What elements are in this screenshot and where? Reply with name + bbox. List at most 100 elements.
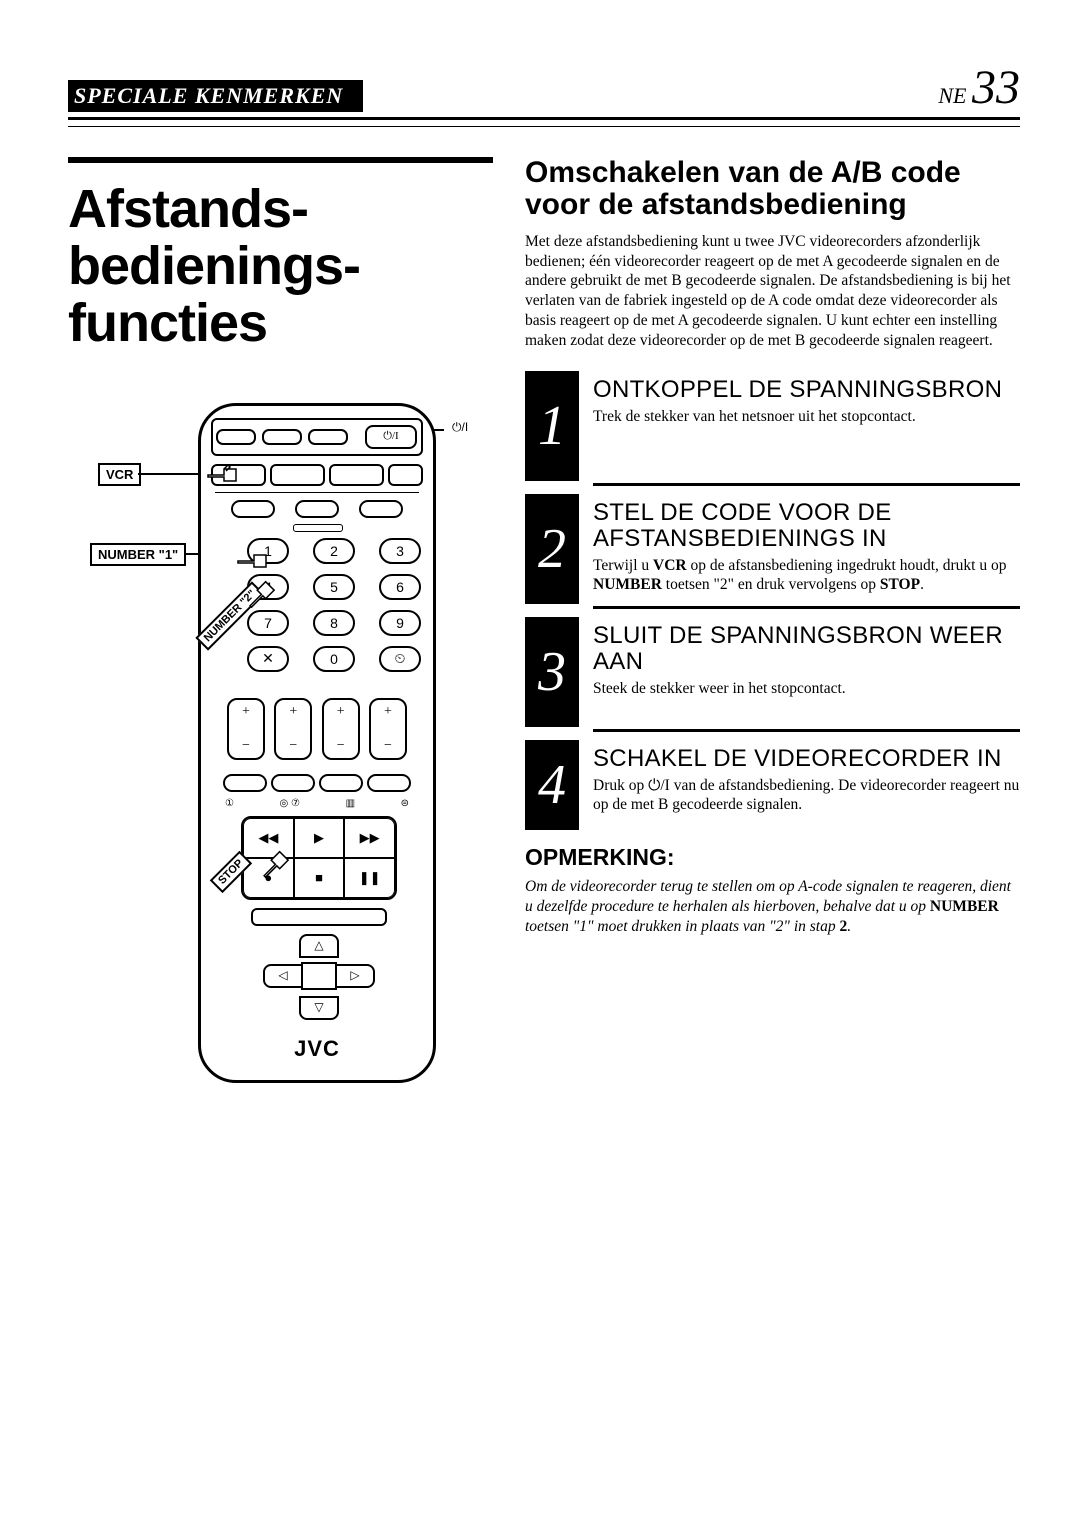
remote-keypad: 1 2 3 4 5 6 7 8 9 ✕ 0 ⏲	[247, 538, 427, 672]
remote-dpad: △ ◁ ▷ ▽	[263, 934, 375, 1020]
remote-rocker: +−	[322, 698, 360, 760]
step-title: SCHAKEL DE VIDEORECORDER IN	[593, 746, 1020, 772]
main-title: Afstands- bedienings- functies	[68, 181, 493, 353]
keypad-0: 0	[313, 646, 355, 672]
remote-button	[270, 464, 325, 486]
keypad-3: 3	[379, 538, 421, 564]
remote-oval-row	[221, 774, 413, 794]
marker: ◎ ⑦	[280, 798, 300, 809]
step-4: 4 SCHAKEL DE VIDEORECORDER IN Druk op ⏻/…	[525, 740, 1020, 830]
marker: ⊜	[401, 798, 409, 809]
t: op de afstansbediening ingedrukt houdt, …	[687, 557, 1007, 574]
callout-vcr: VCR	[98, 463, 141, 486]
page-prefix: NE	[938, 83, 966, 108]
main-title-line1: Afstands-	[68, 179, 308, 239]
plus-icon: +	[337, 704, 345, 720]
t-bold: VCR	[653, 557, 687, 574]
step-text: Trek de stekker van het netsnoer uit het…	[593, 407, 1020, 427]
hand-icon	[206, 461, 242, 485]
marker: ▥	[346, 798, 355, 809]
dpad-right: ▷	[335, 964, 375, 988]
plus-icon: +	[242, 704, 250, 720]
step-number: 2	[525, 494, 579, 604]
remote-rocker: +−	[227, 698, 265, 760]
minus-icon: −	[337, 738, 345, 754]
remote-long-bar	[251, 908, 387, 926]
step-title: ONTKOPPEL DE SPANNINGSBRON	[593, 377, 1020, 403]
remote-oval-button	[231, 500, 275, 518]
t-bold: NUMBER	[930, 898, 999, 915]
marker-row: ① ◎ ⑦ ▥ ⊜	[225, 798, 409, 809]
separator	[215, 492, 419, 493]
remote-oval-button	[367, 774, 411, 792]
remote-button	[329, 464, 384, 486]
note-heading: OPMERKING:	[525, 844, 1020, 871]
dpad-up: △	[299, 934, 339, 958]
step-title: SLUIT DE SPANNINGSBRON WEER AAN	[593, 623, 1020, 675]
page-number: NE 33	[938, 60, 1020, 115]
step-text: Steek de stekker weer in het stopcontact…	[593, 679, 1020, 699]
main-title-block: Afstands- bedienings- functies	[68, 157, 493, 353]
t: toetsen "2" en druk vervolgens op	[662, 576, 880, 593]
keypad-2: 2	[313, 538, 355, 564]
stop-button: ■	[294, 858, 345, 898]
keypad-8: 8	[313, 610, 355, 636]
remote-button	[388, 464, 423, 486]
remote-row2	[211, 464, 423, 486]
keypad-5: 5	[313, 574, 355, 600]
step-number: 3	[525, 617, 579, 727]
minus-icon: −	[242, 738, 250, 754]
minus-icon: −	[384, 738, 392, 754]
step-1: 1 ONTKOPPEL DE SPANNINGSBRON Trek de ste…	[525, 371, 1020, 481]
remote-oval-button	[319, 774, 363, 792]
pause-button: ❚❚	[344, 858, 395, 898]
step-2: 2 STEL DE CODE VOOR DE AFSTANSBEDIENINGS…	[525, 494, 1020, 604]
main-title-line3: functies	[68, 293, 267, 353]
dpad-left: ◁	[263, 964, 303, 988]
remote-oval-button	[295, 500, 339, 518]
remote-oval-button	[359, 500, 403, 518]
keypad-9: 9	[379, 610, 421, 636]
remote-brand: JVC	[201, 1036, 433, 1062]
step-rule	[593, 729, 1020, 732]
step-title: STEL DE CODE VOOR DE AFSTANSBEDIENINGS I…	[593, 500, 1020, 552]
play-button: ▶	[294, 818, 345, 858]
step-rule	[593, 606, 1020, 609]
remote-tiny-bar	[293, 524, 343, 532]
section-label: SPECIALE KENMERKEN	[68, 80, 363, 112]
header-rule	[68, 126, 1020, 127]
callout-power: ⏻/I	[446, 418, 474, 437]
t: Terwijl u	[593, 557, 653, 574]
note-text: Om de videorecorder terug te stellen om …	[525, 877, 1020, 937]
step-3: 3 SLUIT DE SPANNINGSBRON WEER AAN Steek …	[525, 617, 1020, 727]
t: toetsen "1" moet drukken in plaats van "…	[525, 918, 839, 935]
remote-diagram: VCR NUMBER "1" ⏻/I ⏻/I	[98, 403, 478, 1103]
t-bold: STOP	[880, 576, 920, 593]
dpad-down: ▽	[299, 996, 339, 1020]
t: .	[920, 576, 924, 593]
remote-oval-row	[221, 500, 413, 520]
step-number: 4	[525, 740, 579, 830]
plus-icon: +	[384, 704, 392, 720]
remote-mini-button	[216, 429, 256, 445]
remote-rocker-row: +− +− +− +−	[227, 698, 407, 760]
remote-top-panel: ⏻/I	[211, 418, 423, 456]
step-text: Terwijl u VCR op de afstansbediening ing…	[593, 556, 1020, 596]
t-bold: NUMBER	[593, 576, 662, 593]
remote-body: ⏻/I 1 2 3	[198, 403, 436, 1083]
minus-icon: −	[289, 738, 297, 754]
t: .	[847, 918, 851, 935]
page-number-value: 33	[972, 61, 1020, 114]
page-header: SPECIALE KENMERKEN NE 33	[68, 60, 1020, 120]
ffwd-button: ▶▶	[344, 818, 395, 858]
keypad-x: ✕	[247, 646, 289, 672]
remote-oval-button	[223, 774, 267, 792]
step-rule	[593, 483, 1020, 486]
remote-rocker: +−	[274, 698, 312, 760]
subtitle: Omschakelen van de A/B code voor de afst…	[525, 157, 1020, 222]
remote-mini-button	[262, 429, 302, 445]
remote-oval-button	[271, 774, 315, 792]
keypad-6: 6	[379, 574, 421, 600]
dpad-center	[301, 962, 337, 990]
keypad-timer: ⏲	[379, 646, 421, 672]
